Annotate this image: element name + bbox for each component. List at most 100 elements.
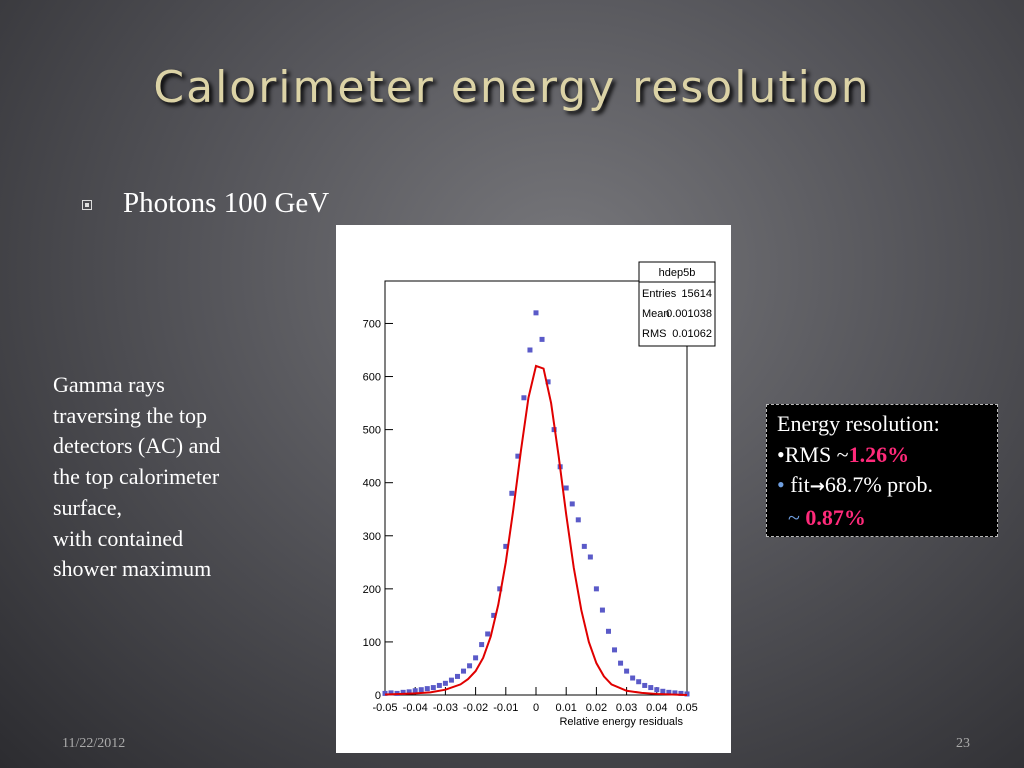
data-point (515, 453, 521, 459)
y-tick-label: 500 (363, 425, 381, 437)
data-point (527, 347, 533, 353)
x-tick-label: 0 (533, 702, 539, 714)
x-tick-label: -0.03 (433, 702, 458, 714)
x-tick-label: -0.05 (372, 702, 397, 714)
y-tick-label: 300 (363, 531, 381, 543)
side-text-line: detectors (AC) and (53, 433, 221, 459)
y-tick-label: 200 (363, 584, 381, 596)
data-point (406, 689, 412, 695)
callout-line: •RMS ~1.26% (777, 440, 997, 471)
data-point (418, 687, 424, 693)
data-point (533, 310, 539, 316)
x-tick-label: -0.01 (493, 702, 518, 714)
bullet-icon (82, 200, 92, 210)
x-tick-label: -0.04 (403, 702, 428, 714)
footer-page: 23 (956, 736, 970, 751)
x-tick-label: -0.02 (463, 702, 488, 714)
data-point (624, 668, 630, 674)
x-tick-label: 0.03 (616, 702, 637, 714)
data-point (442, 680, 448, 686)
data-point (388, 690, 394, 696)
callout-line: Energy resolution: (777, 409, 997, 440)
data-point (684, 691, 690, 697)
stats-label: RMS (642, 328, 666, 340)
data-point (660, 688, 666, 694)
data-point (521, 395, 527, 401)
callout-line: • fit→68.7% prob. (777, 470, 997, 503)
data-point (454, 673, 460, 679)
fit-value: 0.87% (805, 504, 866, 530)
data-point (539, 336, 545, 342)
x-tick-label: 0.01 (555, 702, 576, 714)
rms-label: •RMS ~ (777, 441, 849, 467)
data-point (436, 682, 442, 688)
data-point (642, 682, 648, 688)
data-point (618, 660, 624, 666)
y-tick-label: 0 (375, 690, 381, 702)
callout: Energy resolution: •RMS ~1.26% • fit→68.… (766, 404, 998, 537)
data-point (430, 685, 436, 691)
data-point (672, 690, 678, 696)
rms-value: 1.26% (848, 441, 910, 467)
data-point (666, 689, 672, 695)
data-point (605, 628, 611, 634)
callout-heading: Energy resolution: (777, 411, 940, 436)
data-point (497, 586, 503, 592)
data-point (636, 679, 642, 685)
footer-date: 11/22/2012 (62, 736, 126, 751)
data-point (545, 379, 551, 385)
fit-bullet: • (777, 472, 785, 497)
x-tick-label: 0.05 (676, 702, 697, 714)
side-text-line: with contained (53, 525, 184, 551)
fit-prob: 68.7% prob. (824, 472, 934, 497)
data-point (648, 685, 654, 691)
side-text-line: shower maximum (53, 556, 212, 582)
data-point (630, 675, 636, 681)
side-text-line: the top calorimeter (53, 464, 220, 490)
data-point (382, 690, 388, 696)
data-point (569, 501, 575, 507)
y-tick-label: 100 (363, 637, 381, 649)
data-point (503, 543, 509, 549)
callout-line: ~ 0.87% (777, 503, 997, 534)
arrow-icon: → (809, 476, 825, 497)
data-point (593, 586, 599, 592)
data-point (678, 690, 684, 696)
data-point (467, 663, 473, 669)
stats-label: Mean (642, 308, 670, 320)
data-point (491, 612, 497, 618)
fit-label: fit (790, 472, 810, 497)
data-point (400, 689, 406, 695)
y-tick-label: 600 (363, 372, 381, 384)
data-point (412, 688, 418, 694)
slide-title: Calorimeter energy resolution (153, 62, 871, 113)
side-text-line: Gamma rays (53, 372, 165, 397)
data-point (448, 677, 454, 683)
data-point (587, 554, 593, 560)
side-text-line: traversing the top (53, 402, 207, 428)
data-point (424, 686, 430, 692)
data-point (599, 607, 605, 613)
data-point (509, 490, 515, 496)
data-point (485, 631, 491, 637)
data-point (612, 647, 618, 653)
side-text-line: surface, (53, 494, 123, 520)
chart: 0 100 200 300 400 500 600 700 -0.05 -0.04 -0.03 -0.… (336, 225, 731, 753)
data-point (473, 655, 479, 661)
data-point (581, 543, 587, 549)
bullet-text: Photons 100 GeV (123, 187, 330, 219)
stats-value: 0.001038 (666, 308, 712, 320)
data-point (563, 485, 569, 491)
stats-label: Entries (642, 288, 677, 300)
x-tick-label: 0.04 (646, 702, 667, 714)
fit-curve (384, 364, 688, 696)
fit-tilde: ~ (788, 504, 800, 530)
y-tick-label: 400 (363, 478, 381, 490)
data-point (654, 687, 660, 693)
data-point (479, 642, 485, 648)
y-tick-label: 700 (363, 318, 381, 330)
data-point (461, 668, 467, 674)
data-point (575, 517, 581, 523)
stats-title: hdep5b (659, 267, 696, 279)
